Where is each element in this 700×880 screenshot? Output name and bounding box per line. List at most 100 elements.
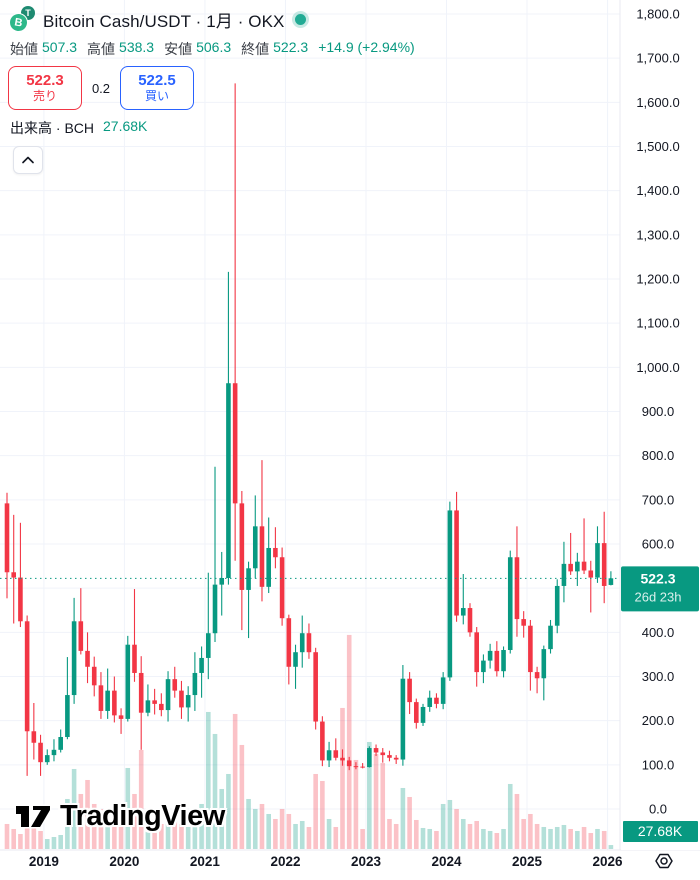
volume-bar (179, 823, 184, 849)
sell-price: 522.3 (26, 72, 64, 89)
candle-body (259, 526, 265, 587)
volume-bar (568, 828, 573, 849)
x-axis-label: 2023 (351, 854, 382, 869)
volume-bar (340, 707, 345, 849)
candle-body (293, 652, 298, 667)
sell-button[interactable]: 522.3 売り (8, 66, 82, 110)
timezone-settings-button[interactable] (652, 849, 676, 873)
candle-body (367, 748, 372, 768)
volume-bar (367, 741, 372, 849)
candle-body (44, 755, 50, 763)
candle-body (51, 749, 57, 756)
y-axis-label: 400.0 (642, 625, 675, 640)
candle-body (78, 621, 84, 651)
volume-bar (427, 828, 433, 849)
candle-body (232, 383, 238, 504)
x-axis-label: 2025 (512, 854, 543, 869)
candle-body (340, 757, 345, 761)
candle-body (105, 690, 110, 711)
candle-body (252, 526, 258, 569)
candle-body (393, 757, 399, 760)
trade-buttons-row: 522.3 売り 0.2 522.5 買い (8, 66, 194, 110)
y-axis-label: 1,700.0 (636, 51, 679, 66)
volume-bar (320, 780, 325, 849)
y-axis-label: 1,000.0 (636, 360, 679, 375)
symbol-title[interactable]: Bitcoin Cash/USDT · 1月 · OKX (43, 11, 285, 31)
y-axis-label: 1,300.0 (636, 227, 679, 242)
candle-body (65, 695, 70, 738)
volume-bar (85, 779, 90, 849)
gear-icon (655, 853, 673, 869)
candle-body (239, 503, 245, 590)
volume-bar (279, 808, 285, 849)
y-axis-label: 800.0 (642, 448, 675, 463)
candle-body (132, 644, 137, 673)
volume-bar (51, 836, 57, 849)
volume-bar (454, 808, 459, 849)
candle-body (98, 685, 104, 711)
volume-bar (266, 813, 271, 849)
volume-bar (192, 813, 198, 849)
y-axis-label: 1,100.0 (636, 316, 679, 331)
volume-bar (125, 767, 131, 849)
candle-body (165, 679, 171, 711)
volume-bar (273, 818, 278, 849)
volume-bar (199, 803, 204, 849)
volume-bar (346, 634, 352, 849)
current-price-badge-value: 522.3 (640, 570, 675, 586)
candle-body (11, 572, 17, 578)
close-value: 522.3 (273, 39, 309, 55)
current-price-badge (621, 566, 699, 612)
candle-body (179, 690, 184, 708)
volume-bar (306, 826, 312, 849)
volume-bar (507, 783, 513, 849)
y-axis-label: 1,200.0 (636, 271, 679, 286)
y-axis-label: 1,600.0 (636, 95, 679, 110)
volume-bar (246, 798, 251, 849)
candle-body (373, 748, 379, 753)
candle-body (427, 697, 433, 707)
candle-body (528, 625, 533, 673)
candle-body (346, 760, 352, 767)
volume-bar (541, 826, 547, 849)
volume-bar (219, 788, 225, 849)
candle-body (541, 649, 547, 679)
collapse-panel-button[interactable] (13, 146, 43, 174)
candle-body (487, 650, 493, 661)
candle-body (474, 632, 479, 673)
volume-bar (118, 826, 124, 849)
volume-bar (152, 818, 157, 849)
volume-bar (159, 823, 164, 849)
low-label: 安値 (164, 41, 193, 57)
ohlc-values-row: 始値 507.3 高値 538.3 安値 506.3 終値 522.3 +14.9 (+… (10, 39, 415, 59)
candle-body (172, 679, 178, 691)
candle-body (420, 706, 426, 723)
volume-bar (487, 830, 493, 849)
volume-bar (71, 768, 77, 849)
open-value: 507.3 (42, 39, 78, 55)
candle-body (400, 678, 406, 760)
candle-body (226, 383, 231, 579)
candle-body (554, 585, 560, 626)
volume-bar (259, 803, 265, 849)
volume-bar (293, 823, 298, 849)
candle-body (185, 695, 191, 708)
volume-bar (172, 820, 178, 849)
candle-body (212, 584, 218, 634)
candle-body (440, 677, 446, 704)
y-axis-label: 1,500.0 (636, 139, 679, 154)
candle-body (199, 657, 204, 673)
candle-body (138, 672, 144, 713)
volume-bar (528, 813, 533, 849)
buy-button[interactable]: 522.5 買い (120, 66, 194, 110)
candle-body (548, 625, 553, 650)
y-axis-label: 900.0 (642, 404, 675, 419)
candle-body (192, 672, 198, 696)
volume-bar (447, 799, 453, 849)
volume-bar (474, 820, 479, 849)
candle-body (447, 510, 453, 678)
volume-bar (481, 828, 486, 849)
candle-body (326, 750, 332, 761)
volume-bar (561, 824, 567, 849)
